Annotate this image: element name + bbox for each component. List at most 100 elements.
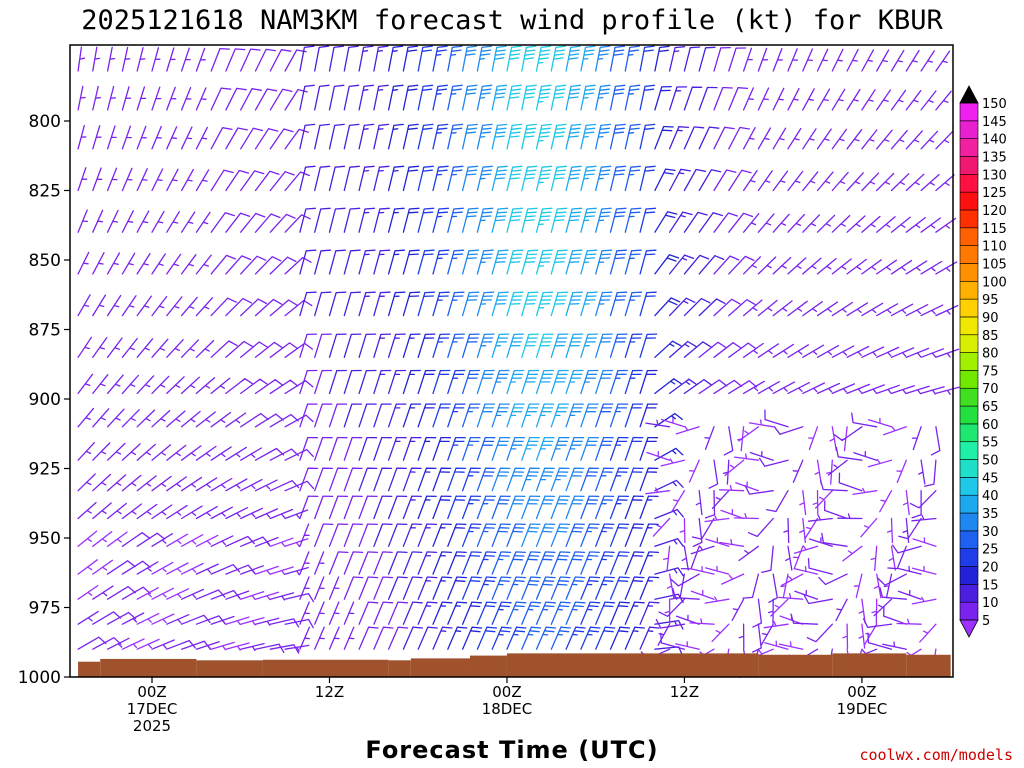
- wind-barb: [373, 249, 391, 275]
- wind-barb: [92, 209, 104, 233]
- wind-barb: [92, 473, 112, 492]
- wind-barb: [550, 436, 570, 461]
- wind-barb: [506, 249, 524, 275]
- colorbar-swatch: [959, 102, 979, 122]
- wind-barb: [254, 591, 280, 601]
- wind-barb: [681, 545, 689, 571]
- wind-barb: [506, 207, 524, 233]
- wind-barb: [284, 509, 309, 520]
- wind-barb: [166, 639, 196, 650]
- wind-barb: [373, 467, 393, 492]
- wind-barb: [580, 369, 599, 395]
- wind-barb: [535, 369, 555, 395]
- colorbar-swatch: [959, 387, 979, 407]
- wind-barb: [645, 487, 671, 495]
- wind-barb: [595, 207, 612, 233]
- wind-barb: [417, 249, 435, 275]
- wind-barb: [609, 165, 627, 192]
- wind-barb: [815, 490, 833, 509]
- wind-barb: [106, 374, 124, 395]
- colorbar-label: 115: [982, 222, 1007, 237]
- wind-barb: [833, 426, 863, 442]
- wind-barb: [106, 531, 128, 547]
- wind-barb: [876, 384, 900, 395]
- wind-barb: [373, 123, 390, 150]
- wind-barb: [402, 436, 422, 461]
- wind-barb: [284, 171, 310, 192]
- wind-barb: [328, 626, 340, 650]
- wind-barb: [373, 626, 394, 650]
- wind-barb: [240, 170, 265, 192]
- terrain-ground-layer: [78, 653, 951, 677]
- wind-barb: [106, 611, 137, 625]
- wind-barb: [210, 446, 232, 461]
- wind-barb: [402, 467, 422, 492]
- wind-barb: [106, 337, 123, 358]
- wind-barb: [924, 459, 937, 487]
- wind-barb: [195, 589, 226, 600]
- wind-barb: [402, 123, 419, 150]
- wind-barb: [689, 566, 715, 575]
- wind-barb: [905, 90, 922, 111]
- wind-barb: [269, 508, 294, 520]
- wind-barb: [550, 369, 569, 395]
- wind-barb: [240, 298, 268, 317]
- wind-barb: [254, 447, 285, 461]
- wind-barb: [432, 495, 452, 520]
- wind-barb: [911, 596, 937, 605]
- wind-barb: [461, 523, 482, 547]
- wind-barb: [882, 426, 907, 436]
- wind-barb: [121, 125, 132, 150]
- wind-barb: [166, 339, 184, 358]
- wind-barb: [842, 623, 849, 649]
- wind-barb: [654, 340, 682, 358]
- wind-barb: [343, 403, 363, 428]
- wind-barb: [742, 87, 754, 111]
- y-tick-label: 800: [29, 112, 61, 132]
- wind-barb: [240, 591, 265, 600]
- wind-barb: [328, 45, 345, 72]
- y-tick-label: 1000: [18, 668, 61, 688]
- wind-barb: [919, 623, 937, 643]
- wind-barb: [935, 50, 951, 72]
- wind-barb: [417, 84, 434, 111]
- wind-barb: [713, 169, 737, 192]
- wind-barb: [314, 84, 330, 111]
- wind-barb: [639, 369, 658, 395]
- wind-barb: [595, 467, 615, 492]
- wind-barb: [106, 46, 116, 72]
- wind-barb: [898, 517, 922, 540]
- wind-barb: [180, 86, 192, 111]
- wind-barb: [657, 623, 671, 646]
- wind-barb: [698, 46, 716, 72]
- wind-barb: [328, 436, 348, 461]
- ground-segment: [469, 655, 507, 677]
- wind-barb: [877, 573, 907, 586]
- wind-barb: [254, 88, 278, 111]
- credit-link[interactable]: coolwx.com/models: [859, 746, 1013, 764]
- wind-barb: [151, 338, 169, 358]
- wind-barb: [387, 45, 404, 72]
- wind-barb: [106, 474, 127, 492]
- wind-barb: [343, 45, 359, 72]
- wind-barb: [92, 85, 101, 111]
- colorbar-swatch: [959, 280, 979, 300]
- wind-barb: [802, 382, 826, 395]
- wind-barb: [254, 508, 279, 520]
- wind-barb: [136, 86, 147, 111]
- wind-barb: [521, 467, 541, 492]
- wind-barb: [491, 207, 509, 233]
- wind-barb: [565, 551, 586, 575]
- wind-barb: [738, 426, 760, 442]
- wind-barb: [660, 417, 686, 428]
- wind-barb: [521, 165, 538, 192]
- wind-barb: [652, 517, 671, 537]
- wind-barb: [742, 342, 764, 358]
- wind-barb: [151, 409, 171, 428]
- wind-barb: [299, 45, 315, 72]
- wind-barb: [358, 123, 375, 150]
- wind-barb: [180, 505, 203, 520]
- wind-barb: [225, 255, 252, 275]
- wind-barb: [595, 436, 614, 461]
- wind-barb: [491, 403, 510, 428]
